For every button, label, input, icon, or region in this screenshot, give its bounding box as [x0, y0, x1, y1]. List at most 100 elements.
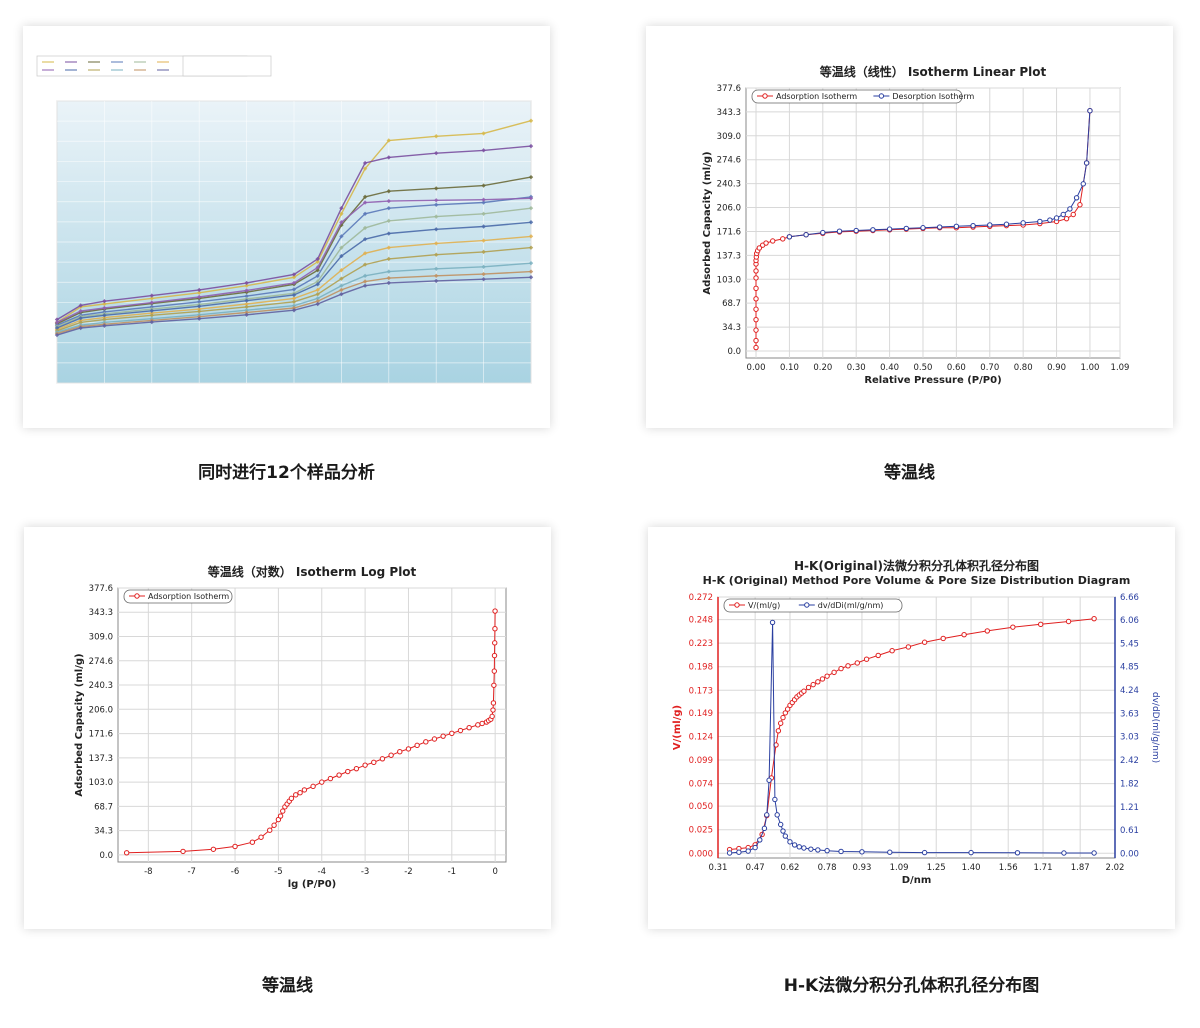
data-point: [386, 138, 391, 143]
x-tick-label: -5: [274, 867, 282, 877]
series-line: [56, 176, 532, 325]
caption-log: 等温线: [262, 976, 313, 996]
data-point: [491, 682, 497, 688]
data-point: [414, 742, 420, 749]
data-point: [528, 196, 534, 201]
x-tick-label: 0.62: [781, 863, 800, 873]
y-tick-label-left: 0.198: [689, 663, 713, 673]
data-point: [777, 821, 784, 828]
data-point: [388, 752, 394, 758]
data-point: [353, 765, 360, 772]
x-tick-label: 0.47: [746, 863, 765, 873]
y-tick-label: 240.3: [89, 681, 113, 691]
data-point: [808, 846, 814, 852]
x-tick-label: 0.70: [980, 363, 999, 373]
data-point: [291, 299, 297, 304]
y-tick-label-left: 0.248: [689, 616, 713, 626]
y-tick-label-left: 0.074: [689, 780, 713, 790]
data-point: [78, 325, 83, 331]
data-point: [466, 724, 472, 731]
data-point: [528, 220, 534, 225]
y-tick-label-left: 0.050: [689, 802, 713, 812]
x-tick-label: 0.31: [709, 863, 728, 873]
data-point: [291, 303, 297, 308]
series-line: [56, 120, 532, 323]
data-point: [490, 707, 496, 713]
data-point: [197, 299, 202, 304]
caption-multi-sample: 同时进行12个样品分析: [198, 463, 375, 483]
data-point: [777, 720, 784, 726]
data-point: [528, 174, 534, 180]
data-point: [339, 268, 344, 273]
data-point: [197, 306, 202, 312]
data-point: [1091, 615, 1097, 622]
data-point: [824, 673, 830, 679]
data-point: [362, 279, 368, 284]
data-point: [244, 312, 249, 317]
data-point: [434, 198, 439, 203]
data-point: [801, 688, 807, 694]
legend-label: Desorption Isotherm: [892, 92, 974, 101]
x-tick-label: 0.78: [818, 863, 837, 873]
x-tick-label: -6: [231, 867, 239, 877]
data-point: [1038, 621, 1044, 628]
data-point: [210, 846, 217, 852]
data-point: [197, 304, 202, 309]
data-point: [405, 746, 412, 752]
data-point: [726, 850, 733, 856]
linear-plot-card: 377.6 343.3 309.0 274.6 240.3 206.0 171.6 137.3…: [646, 26, 1173, 428]
data-point: [149, 300, 154, 305]
data-point: [149, 313, 154, 318]
data-point: [315, 287, 320, 293]
data-point: [772, 796, 778, 803]
legend-label: Adsorption Isotherm: [148, 592, 229, 601]
data-point: [386, 280, 391, 286]
legend-box: [751, 89, 963, 104]
x-tick-label: 1.56: [999, 863, 1018, 873]
x-tick-label: 0.10: [780, 363, 799, 373]
series-sample: [54, 269, 534, 336]
legend-marker: [762, 93, 768, 99]
data-point: [78, 320, 83, 325]
y-tick-label: 171.6: [89, 730, 113, 740]
y-tick-label: 309.0: [717, 132, 741, 142]
y-tick-label: 343.3: [89, 608, 113, 618]
data-point: [291, 305, 297, 311]
data-point: [491, 652, 498, 659]
y-tick-label-right: 2.42: [1120, 756, 1139, 766]
data-point: [457, 727, 464, 734]
data-point: [434, 150, 439, 156]
data-point: [78, 303, 83, 308]
data-point: [315, 282, 320, 287]
y-tick-label-left: 0.272: [689, 593, 713, 603]
data-point: [267, 827, 273, 833]
legend: [36, 55, 272, 77]
data-point: [903, 225, 909, 232]
data-point: [968, 849, 974, 856]
data-point: [1047, 217, 1053, 223]
data-point: [805, 684, 812, 691]
data-point: [315, 256, 320, 262]
data-point: [1010, 624, 1016, 630]
data-point: [434, 227, 439, 232]
legend-box: [123, 589, 233, 604]
data-point: [197, 294, 202, 300]
y-tick-label-right: 1.82: [1120, 779, 1139, 789]
data-point: [984, 628, 991, 634]
x-tick-label: -1: [448, 867, 456, 877]
data-point: [149, 319, 154, 325]
data-point: [149, 308, 154, 314]
series-line: [56, 197, 532, 324]
data-point: [54, 325, 60, 331]
data-point: [836, 228, 843, 234]
data-point: [339, 234, 344, 239]
data-point: [887, 849, 893, 855]
data-point: [528, 118, 534, 123]
y-tick-label: 0.0: [727, 347, 741, 357]
data-point: [386, 155, 391, 160]
data-point: [244, 298, 249, 303]
legend: Adsorption Isotherm: [123, 589, 233, 604]
data-point: [815, 847, 821, 853]
series-sample: [54, 220, 534, 331]
x-tick-label: 0.50: [914, 363, 933, 373]
